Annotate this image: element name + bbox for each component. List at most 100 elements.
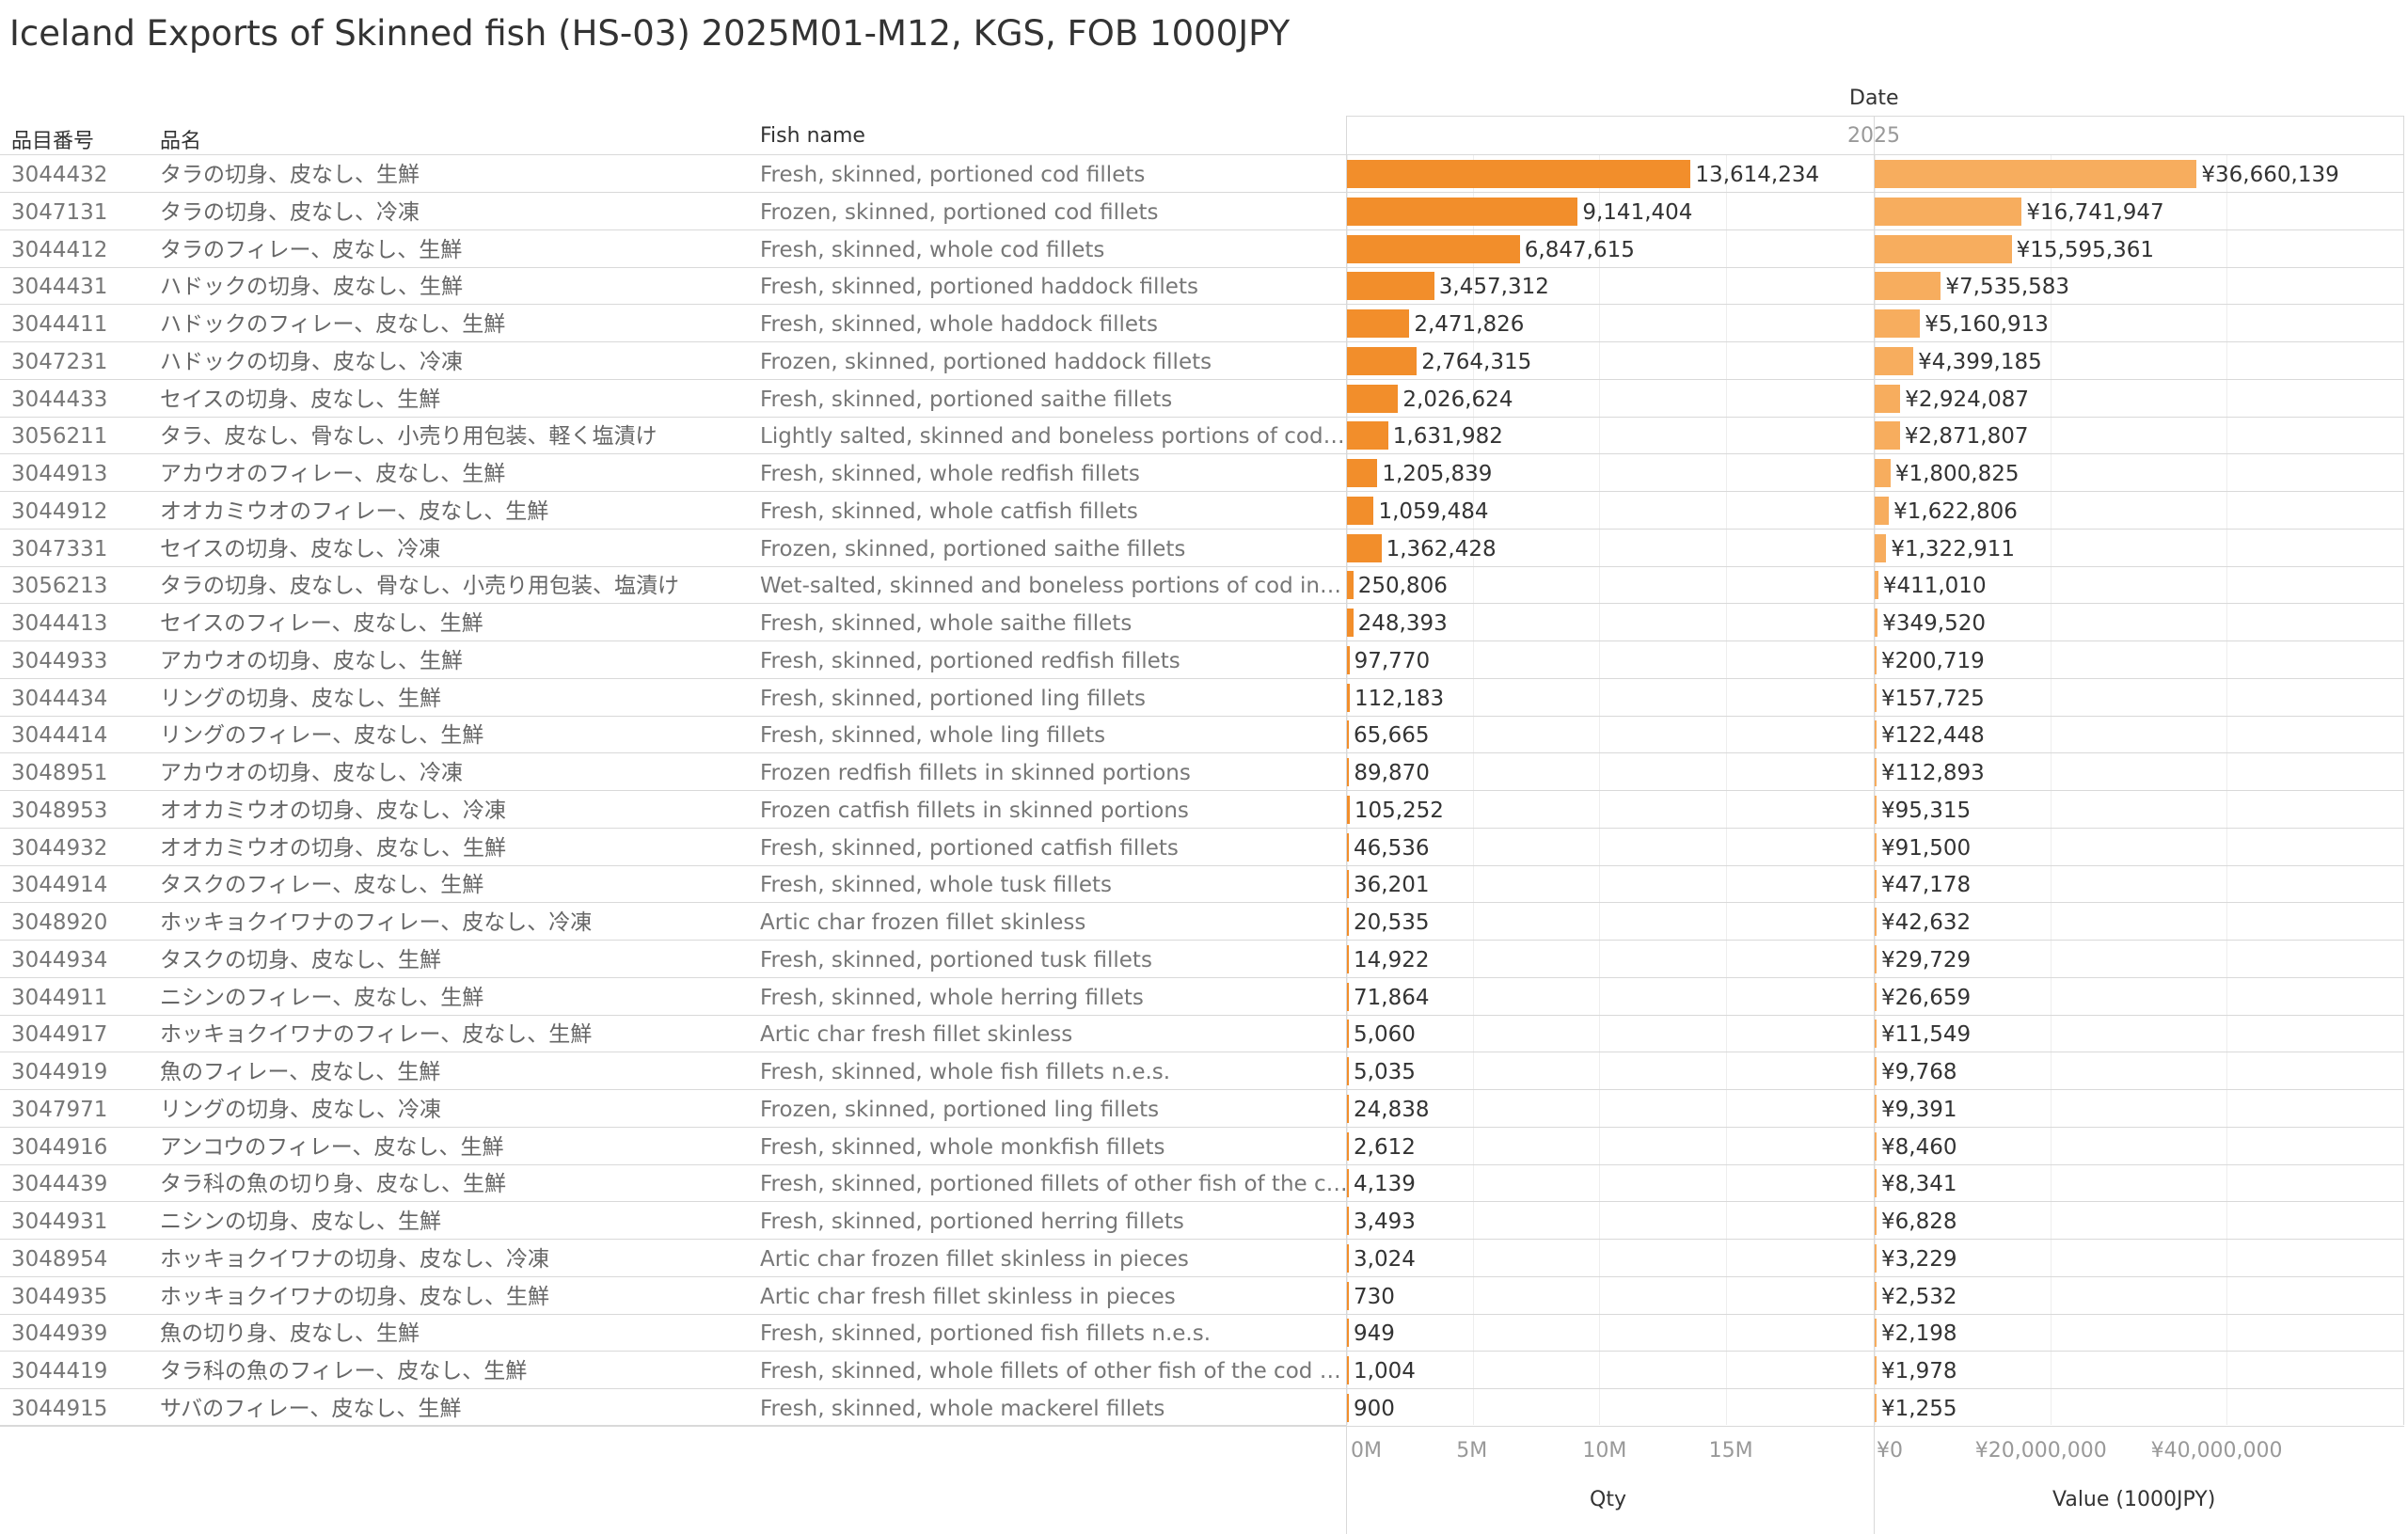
qty-bar[interactable] (1347, 908, 1349, 936)
fish-name-column-header[interactable]: Fish name (760, 124, 865, 148)
value-bar[interactable] (1875, 609, 1878, 637)
value-bar[interactable] (1875, 1243, 1877, 1273)
qty-bar[interactable] (1347, 234, 1520, 263)
value-bar[interactable] (1875, 1281, 1877, 1310)
table-row[interactable]: 3044933 アカウオの切身、皮なし、生鮮 Fresh, skinned, por… (0, 641, 2404, 679)
table-row[interactable]: 3047331 セイスの切身、皮なし、冷凍 Frozen, skinned, por… (0, 530, 2404, 567)
qty-bar[interactable] (1347, 197, 1578, 226)
value-bar[interactable] (1875, 1131, 1877, 1161)
qty-bar[interactable] (1347, 421, 1388, 451)
name-ja-column-header[interactable]: 品名 (160, 130, 202, 153)
qty-bar[interactable] (1347, 384, 1399, 413)
value-bar[interactable] (1875, 795, 1877, 824)
value-bar[interactable] (1875, 982, 1877, 1011)
value-bar[interactable] (1875, 1207, 1877, 1235)
table-row[interactable]: 3044412 タラのフィレー、皮なし、生鮮 Fresh, skinned, who… (0, 230, 2404, 268)
table-row[interactable]: 3047971 リングの切身、皮なし、冷凍 Frozen, skinned, por… (0, 1090, 2404, 1128)
value-bar[interactable] (1875, 683, 1877, 712)
value-bar[interactable] (1875, 533, 1887, 562)
qty-bar[interactable] (1347, 346, 1418, 375)
qty-bar[interactable] (1347, 1094, 1349, 1123)
qty-bar[interactable] (1347, 944, 1349, 973)
table-row[interactable]: 3056213 タラの切身、皮なし、骨なし、小売り用包装、塩漬け Wet-salte… (0, 566, 2404, 605)
value-bar[interactable] (1875, 758, 1877, 786)
table-row[interactable]: 3056211 タラ、皮なし、骨なし、小売り用包装、軽く塩漬け Lightly sa… (0, 417, 2404, 455)
qty-bar[interactable] (1347, 309, 1410, 338)
value-bar[interactable] (1875, 720, 1877, 750)
table-row[interactable]: 3044439 タラ科の魚の切り身、皮なし、生鮮 Fresh, skinned, p… (0, 1164, 2404, 1203)
qty-bar[interactable] (1347, 795, 1350, 824)
value-bar[interactable] (1875, 309, 1921, 338)
table-row[interactable]: 3044917 ホッキョクイワナのフィレー、皮なし、生鮮 Artic char fr… (0, 1015, 2404, 1053)
qty-bar[interactable] (1347, 683, 1350, 712)
table-row[interactable]: 3044432 タラの切身、皮なし、生鮮 Fresh, skinned, porti… (0, 155, 2404, 193)
qty-bar[interactable] (1347, 870, 1349, 899)
value-bar[interactable] (1875, 496, 1890, 525)
qty-bar[interactable] (1347, 645, 1350, 674)
value-bar[interactable] (1875, 1393, 1877, 1422)
table-row[interactable]: 3044433 セイスの切身、皮なし、生鮮 Fresh, skinned, port… (0, 380, 2404, 418)
table-row[interactable]: 3044932 オオカミウオの切身、皮なし、生鮮 Fresh, skinned, p… (0, 829, 2404, 866)
qty-bar[interactable] (1347, 272, 1434, 301)
table-row[interactable]: 3044915 サバのフィレー、皮なし、生鮮 Fresh, skinned, who… (0, 1389, 2404, 1427)
table-row[interactable]: 3044413 セイスのフィレー、皮なし、生鮮 Fresh, skinned, wh… (0, 604, 2404, 641)
qty-bar[interactable] (1347, 1319, 1349, 1348)
value-bar[interactable] (1875, 1094, 1877, 1123)
table-row[interactable]: 3044431 ハドックの切身、皮なし、生鮮 Fresh, skinned, por… (0, 267, 2404, 306)
qty-bar[interactable] (1347, 1057, 1349, 1085)
table-row[interactable]: 3048954 ホッキョクイワナの切身、皮なし、冷凍 Artic char froz… (0, 1240, 2404, 1277)
value-bar[interactable] (1875, 421, 1900, 451)
value-bar[interactable] (1875, 571, 1878, 600)
table-row[interactable]: 3044913 アカウオのフィレー、皮なし、生鮮 Fresh, skinned, w… (0, 454, 2404, 492)
table-row[interactable]: 3044419 タラ科の魚のフィレー、皮なし、生鮮 Fresh, skinned, … (0, 1352, 2404, 1389)
table-row[interactable]: 3044934 タスクの切身、皮なし、生鮮 Fresh, skinned, port… (0, 941, 2404, 978)
qty-bar[interactable] (1347, 1020, 1349, 1049)
value-bar[interactable] (1875, 384, 1901, 413)
value-bar[interactable] (1875, 1169, 1877, 1198)
table-row[interactable]: 3044935 ホッキョクイワナの切身、皮なし、生鮮 Artic char fres… (0, 1277, 2404, 1315)
value-bar[interactable] (1875, 1356, 1877, 1384)
value-bar[interactable] (1875, 944, 1877, 973)
value-bar[interactable] (1875, 908, 1877, 936)
value-bar[interactable] (1875, 197, 2022, 226)
qty-bar[interactable] (1347, 160, 1691, 188)
qty-bar[interactable] (1347, 496, 1374, 525)
qty-bar[interactable] (1347, 533, 1382, 562)
value-bar[interactable] (1875, 459, 1891, 487)
value-bar[interactable] (1875, 870, 1877, 899)
value-bar[interactable] (1875, 346, 1914, 375)
table-row[interactable]: 3044414 リングのフィレー、皮なし、生鮮 Fresh, skinned, wh… (0, 716, 2404, 754)
table-row[interactable]: 3044931 ニシンの切身、皮なし、生鮮 Fresh, skinned, port… (0, 1202, 2404, 1240)
value-bar[interactable] (1875, 160, 2197, 188)
code-column-header[interactable]: 品目番号 (11, 130, 95, 153)
qty-bar[interactable] (1347, 1281, 1349, 1310)
qty-bar[interactable] (1347, 459, 1378, 487)
value-bar[interactable] (1875, 272, 1941, 301)
table-row[interactable]: 3044916 アンコウのフィレー、皮なし、生鮮 Fresh, skinned, w… (0, 1128, 2404, 1165)
qty-bar[interactable] (1347, 1131, 1349, 1161)
table-row[interactable]: 3048953 オオカミウオの切身、皮なし、冷凍 Frozen catfish fi… (0, 791, 2404, 829)
qty-bar[interactable] (1347, 1207, 1349, 1235)
table-row[interactable]: 3044434 リングの切身、皮なし、生鮮 Fresh, skinned, port… (0, 679, 2404, 717)
qty-bar[interactable] (1347, 982, 1349, 1011)
table-row[interactable]: 3047131 タラの切身、皮なし、冷凍 Frozen, skinned, port… (0, 193, 2404, 230)
table-row[interactable]: 3048951 アカウオの切身、皮なし、冷凍 Frozen redfish fill… (0, 753, 2404, 791)
qty-bar[interactable] (1347, 832, 1349, 862)
table-row[interactable]: 3048920 ホッキョクイワナのフィレー、皮なし、冷凍 Artic char fr… (0, 903, 2404, 941)
qty-bar[interactable] (1347, 1393, 1349, 1422)
qty-bar[interactable] (1347, 571, 1354, 600)
table-row[interactable]: 3044939 魚の切り身、皮なし、生鮮 Fresh, skinned, porti… (0, 1314, 2404, 1352)
value-bar[interactable] (1875, 832, 1877, 862)
value-bar[interactable] (1875, 645, 1877, 674)
table-row[interactable]: 3044919 魚のフィレー、皮なし、生鮮 Fresh, skinned, whol… (0, 1052, 2404, 1090)
table-row[interactable]: 3047231 ハドックの切身、皮なし、冷凍 Frozen, skinned, po… (0, 342, 2404, 380)
value-bar[interactable] (1875, 1057, 1877, 1085)
value-bar[interactable] (1875, 234, 2012, 263)
qty-bar[interactable] (1347, 1169, 1349, 1198)
table-row[interactable]: 3044914 タスクのフィレー、皮なし、生鮮 Fresh, skinned, wh… (0, 865, 2404, 904)
qty-bar[interactable] (1347, 1243, 1349, 1273)
table-row[interactable]: 3044911 ニシンのフィレー、皮なし、生鮮 Fresh, skinned, wh… (0, 978, 2404, 1016)
qty-bar[interactable] (1347, 1356, 1349, 1384)
qty-bar[interactable] (1347, 758, 1350, 786)
value-bar[interactable] (1875, 1020, 1877, 1049)
